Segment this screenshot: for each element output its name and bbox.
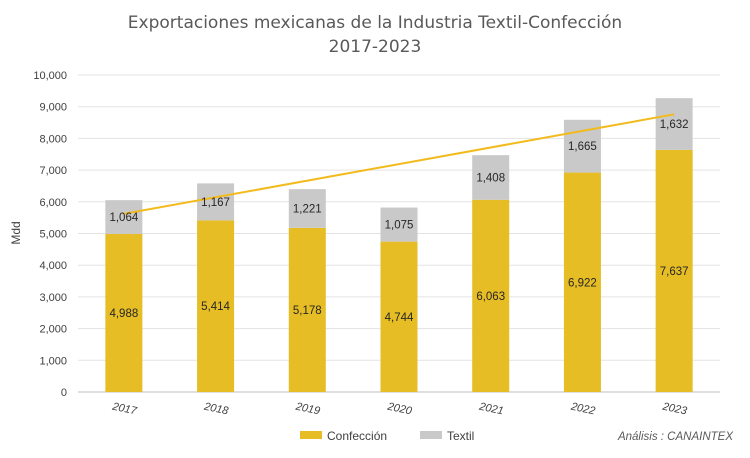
value-labels: 4,988 1,064 5,414 1,167 5,178 1,221 4,744 1,075… xyxy=(109,119,688,324)
data-label: 6,922 xyxy=(568,277,597,289)
legend-swatch xyxy=(420,431,442,439)
y-tick-label: 7,000 xyxy=(39,165,67,177)
trendline xyxy=(123,113,675,215)
data-label: 5,414 xyxy=(201,301,230,313)
y-tick-label: 3,000 xyxy=(39,292,67,304)
chart-title: Exportaciones mexicanas de la Industria … xyxy=(128,13,622,33)
x-tick-label: 2022 xyxy=(569,400,596,417)
x-tick-label: 2019 xyxy=(294,400,321,417)
bar-segment-textil xyxy=(197,183,235,221)
y-tick-label: 0 xyxy=(61,387,67,399)
bar-segment-confeccion xyxy=(288,227,326,392)
data-label: 1,665 xyxy=(568,141,597,153)
legend: Confección Textil xyxy=(300,429,474,443)
chart-subtitle: 2017-2023 xyxy=(329,37,422,57)
bar-segment-confeccion xyxy=(655,149,693,392)
bar-segment-textil xyxy=(472,155,510,200)
y-tick-label: 6,000 xyxy=(39,197,67,209)
y-tick-label: 2,000 xyxy=(39,324,67,336)
bar-segment-confeccion xyxy=(472,199,510,392)
y-tick-label: 9,000 xyxy=(39,102,67,114)
bar-segment-confeccion xyxy=(197,220,235,392)
x-tick-label: 2017 xyxy=(110,400,138,417)
data-label: 6,063 xyxy=(476,291,505,303)
bars xyxy=(105,98,693,392)
data-label: 1,221 xyxy=(293,204,322,216)
data-label: 1,632 xyxy=(660,119,689,131)
x-tick-label: 2018 xyxy=(202,400,230,417)
legend-label: Textil xyxy=(447,429,474,443)
data-label: 1,167 xyxy=(201,197,230,209)
bar-segment-textil xyxy=(105,200,143,234)
bar-segment-textil xyxy=(380,207,418,242)
bar-segment-textil xyxy=(655,98,693,150)
bar-segment-textil xyxy=(288,189,326,228)
bar-segment-confeccion xyxy=(563,172,601,392)
y-tick-label: 8,000 xyxy=(39,133,67,145)
data-label: 7,637 xyxy=(660,266,689,278)
y-axis-ticks: 0 1,000 2,000 3,000 4,000 5,000 6,000 7,000 8,00… xyxy=(33,70,67,399)
data-label: 1,408 xyxy=(476,172,505,184)
bar-segment-confeccion xyxy=(380,241,418,392)
legend-item-confeccion: Confección xyxy=(300,429,387,443)
bar-segment-confeccion xyxy=(105,233,143,392)
data-label: 1,064 xyxy=(109,212,138,224)
data-label: 5,178 xyxy=(293,305,322,317)
source-annotation: Análisis : CANAINTEX xyxy=(617,431,734,443)
legend-item-textil: Textil xyxy=(420,429,474,443)
x-tick-label: 2020 xyxy=(385,400,413,417)
trendline-layer xyxy=(123,113,675,215)
data-label: 4,988 xyxy=(109,308,138,320)
data-label: 1,075 xyxy=(385,220,414,232)
y-tick-label: 5,000 xyxy=(39,229,67,241)
x-axis-ticks: 2017 2018 2019 2020 2021 2022 2023 xyxy=(110,400,689,417)
y-tick-label: 10,000 xyxy=(33,70,67,82)
y-axis-label: Mdd xyxy=(9,221,23,244)
data-label: 4,744 xyxy=(385,312,414,324)
x-tick-label: 2021 xyxy=(477,400,504,417)
legend-swatch xyxy=(300,431,322,439)
legend-label: Confección xyxy=(327,429,387,443)
y-tick-label: 1,000 xyxy=(39,355,67,367)
y-tick-label: 4,000 xyxy=(39,260,67,272)
x-tick-label: 2023 xyxy=(661,400,689,417)
